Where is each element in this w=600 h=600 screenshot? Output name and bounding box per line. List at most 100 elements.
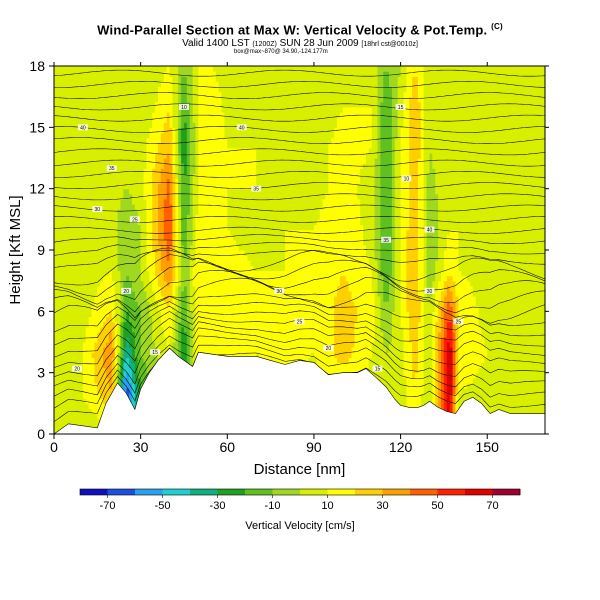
velocity-cell [100, 398, 104, 404]
velocity-cell [131, 321, 136, 328]
velocity-cell [241, 311, 246, 318]
velocity-cell [259, 301, 263, 307]
velocity-cell [351, 367, 355, 374]
velocity-cell [357, 321, 361, 328]
velocity-cell [238, 316, 243, 323]
velocity-cell [325, 306, 329, 312]
velocity-cell [285, 352, 289, 358]
velocity-cell [209, 301, 214, 307]
velocity-cell [100, 296, 104, 302]
velocity-cell [490, 311, 494, 318]
velocity-cell [140, 362, 145, 369]
velocity-cell [377, 362, 381, 369]
velocity-cell [137, 342, 142, 348]
velocity-cell [305, 331, 309, 338]
velocity-cell [423, 388, 428, 394]
velocity-cell [513, 347, 517, 353]
velocity-cell [94, 285, 98, 292]
velocity-cell [493, 331, 497, 338]
velocity-cell [397, 382, 402, 389]
velocity-cell [481, 372, 485, 379]
velocity-cell [363, 321, 367, 328]
velocity-cell [189, 336, 194, 343]
velocity-cell [111, 362, 116, 369]
velocity-cell [452, 306, 457, 312]
velocity-cell [94, 321, 98, 328]
velocity-cell [354, 321, 358, 328]
velocity-cell [446, 316, 451, 323]
velocity-cell [467, 326, 471, 333]
velocity-cell [391, 306, 396, 312]
velocity-cell [137, 326, 142, 333]
velocity-cell [475, 321, 480, 328]
velocity-cell [235, 306, 240, 312]
velocity-cell [406, 377, 410, 384]
velocity-cell [490, 296, 494, 302]
velocity-cell [71, 352, 75, 358]
velocity-cell [412, 336, 416, 343]
velocity-cell [438, 347, 442, 353]
velocity-cell [227, 326, 231, 333]
velocity-cell [143, 321, 148, 328]
velocity-cell [455, 398, 459, 404]
velocity-cell [539, 336, 543, 343]
velocity-cell [484, 372, 488, 379]
velocity-cell [438, 372, 442, 379]
velocity-cell [397, 398, 402, 404]
velocity-cell [443, 398, 448, 404]
velocity-cell [391, 326, 396, 333]
velocity-cell [259, 347, 263, 353]
velocity-cell [397, 357, 402, 364]
velocity-cell [475, 342, 480, 348]
velocity-cell [91, 388, 96, 394]
velocity-cell [140, 311, 145, 318]
velocity-cell [186, 290, 191, 297]
velocity-cell [308, 352, 312, 358]
velocity-cell [56, 408, 61, 415]
velocity-cell [129, 372, 133, 379]
velocity-cell [461, 357, 465, 364]
velocity-cell [108, 372, 113, 379]
velocity-cell [97, 418, 101, 425]
velocity-cell [403, 301, 407, 307]
velocity-cell [195, 285, 200, 292]
velocity-cell [438, 342, 442, 348]
velocity-cell [68, 326, 72, 333]
velocity-cell [152, 316, 156, 323]
velocity-cell [469, 321, 474, 328]
velocity-cell [114, 331, 119, 338]
velocity-cell [510, 398, 514, 404]
velocity-cell [68, 296, 72, 302]
velocity-cell [54, 403, 58, 410]
velocity-cell [530, 347, 535, 353]
velocity-cell [282, 296, 286, 302]
velocity-cell [212, 321, 217, 328]
velocity-cell [267, 331, 272, 338]
velocity-cell [420, 357, 425, 364]
velocity-cell [484, 342, 488, 348]
velocity-cell [446, 393, 451, 399]
velocity-cell [429, 347, 433, 353]
velocity-cell [490, 306, 494, 312]
velocity-cell [455, 296, 459, 302]
velocity-cell [524, 347, 529, 353]
velocity-cell [224, 321, 228, 328]
velocity-cell [539, 357, 543, 364]
velocity-cell [85, 336, 90, 343]
velocity-cell [536, 372, 540, 379]
velocity-cell [74, 316, 78, 323]
velocity-cell [360, 290, 364, 297]
velocity-cell [129, 326, 133, 333]
velocity-cell [461, 311, 465, 318]
velocity-cell [348, 347, 353, 353]
velocity-cell [464, 311, 468, 318]
velocity-cell [516, 336, 520, 343]
velocity-cell [227, 342, 231, 348]
velocity-cell [412, 367, 416, 374]
velocity-cell [490, 331, 494, 338]
velocity-cell [360, 296, 364, 302]
velocity-cell [215, 336, 220, 343]
velocity-cell [56, 357, 61, 364]
velocity-cell [339, 342, 344, 348]
velocity-cell [420, 301, 425, 307]
